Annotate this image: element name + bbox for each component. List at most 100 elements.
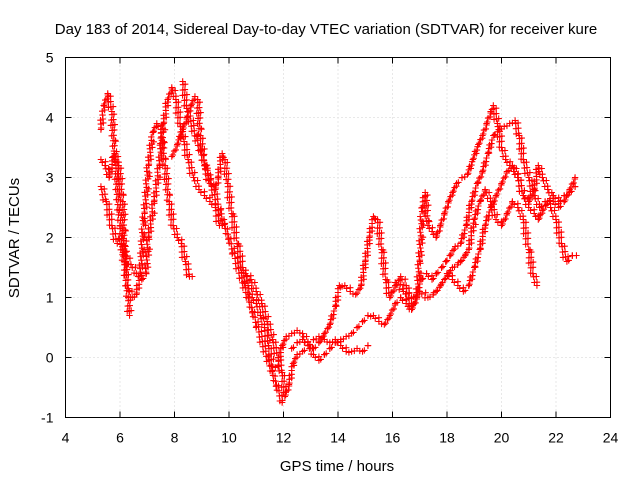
trace-mark bbox=[415, 249, 422, 257]
data-point bbox=[348, 348, 355, 355]
data-point bbox=[539, 207, 546, 214]
trace-mark bbox=[309, 345, 316, 352]
trace-mark bbox=[270, 355, 277, 363]
trace-mark bbox=[288, 363, 295, 370]
data-point bbox=[503, 210, 511, 217]
trace-mark bbox=[409, 304, 416, 312]
data-point bbox=[487, 204, 494, 211]
data-point bbox=[127, 261, 135, 268]
trace-mark bbox=[488, 202, 495, 210]
trace-mark bbox=[133, 282, 141, 289]
trace-mark bbox=[384, 316, 391, 323]
trace-mark bbox=[172, 87, 179, 94]
trace-mark bbox=[199, 135, 207, 142]
data-point bbox=[101, 162, 109, 169]
trace-mark bbox=[117, 170, 124, 177]
trace-mark bbox=[161, 126, 169, 133]
trace-mark bbox=[188, 164, 195, 171]
trace-mark bbox=[469, 189, 477, 197]
trace-mark bbox=[325, 324, 333, 331]
trace-mark bbox=[422, 289, 429, 296]
x-tick-label: 22 bbox=[548, 430, 564, 446]
data-point bbox=[342, 348, 350, 355]
trace-mark bbox=[505, 167, 512, 174]
series-track-8 bbox=[443, 162, 579, 295]
data-point bbox=[189, 273, 196, 280]
trace-mark bbox=[107, 93, 114, 100]
trace-mark bbox=[160, 112, 167, 119]
trace-mark bbox=[277, 345, 284, 352]
trace-mark bbox=[115, 235, 122, 242]
trace-mark bbox=[172, 146, 179, 154]
data-point bbox=[293, 351, 301, 358]
trace-mark bbox=[137, 268, 144, 276]
trace-mark bbox=[484, 118, 491, 126]
trace-mark bbox=[477, 173, 485, 181]
trace-mark bbox=[472, 184, 479, 192]
trace-mark bbox=[567, 184, 574, 192]
trace-mark bbox=[413, 291, 421, 298]
data-point bbox=[184, 156, 192, 163]
trace-mark bbox=[451, 246, 458, 253]
trace-mark bbox=[377, 240, 385, 248]
trace-mark bbox=[527, 192, 535, 200]
trace-mark bbox=[443, 257, 451, 264]
trace-mark bbox=[542, 202, 549, 209]
trace-mark bbox=[164, 180, 172, 188]
data-point bbox=[436, 222, 444, 229]
trace-mark bbox=[538, 165, 545, 172]
trace-mark bbox=[385, 284, 392, 291]
trace-mark bbox=[467, 273, 474, 281]
trace-mark bbox=[496, 185, 504, 193]
trace-mark bbox=[522, 219, 530, 226]
data-points bbox=[97, 78, 580, 406]
trace-mark bbox=[181, 248, 188, 255]
data-point bbox=[174, 234, 181, 241]
data-point bbox=[571, 174, 579, 181]
trace-mark bbox=[283, 387, 290, 395]
data-point bbox=[321, 330, 328, 337]
data-point bbox=[247, 276, 254, 283]
trace-mark bbox=[312, 344, 319, 351]
trace-mark bbox=[106, 166, 113, 173]
trace-mark bbox=[419, 275, 427, 282]
trace-mark bbox=[164, 165, 171, 172]
trace-mark bbox=[466, 202, 473, 209]
data-point bbox=[449, 189, 456, 196]
data-point bbox=[332, 339, 339, 346]
trace-mark bbox=[253, 323, 260, 330]
data-point bbox=[97, 183, 105, 190]
trace-mark bbox=[540, 205, 547, 213]
data-point bbox=[514, 204, 522, 211]
data-point bbox=[442, 258, 449, 265]
trace-mark bbox=[376, 219, 384, 226]
trace-mark bbox=[108, 216, 115, 223]
trace-mark bbox=[362, 250, 369, 257]
trace-mark bbox=[415, 265, 422, 272]
trace-mark bbox=[197, 109, 204, 116]
data-point bbox=[445, 198, 452, 205]
trace-mark bbox=[543, 201, 551, 208]
data-point bbox=[168, 153, 175, 160]
trace-mark bbox=[145, 185, 152, 192]
trace-mark bbox=[156, 141, 164, 149]
trace-mark bbox=[101, 190, 109, 198]
trace-mark bbox=[125, 287, 132, 294]
trace-mark bbox=[417, 244, 424, 252]
trace-mark bbox=[534, 195, 542, 202]
trace-mark bbox=[231, 213, 238, 220]
trace-mark bbox=[112, 230, 119, 237]
trace-mark bbox=[461, 226, 468, 234]
trace-mark bbox=[472, 221, 479, 228]
trace-mark bbox=[372, 315, 379, 322]
trace-mark bbox=[565, 257, 572, 264]
trace-mark bbox=[561, 243, 568, 250]
trace-mark bbox=[141, 189, 148, 196]
x-tick-label: 6 bbox=[116, 430, 124, 446]
trace-mark bbox=[141, 230, 148, 238]
trace-mark bbox=[419, 234, 427, 241]
trace-mark bbox=[249, 313, 257, 320]
trace-mark bbox=[492, 105, 500, 112]
data-point bbox=[153, 120, 160, 127]
